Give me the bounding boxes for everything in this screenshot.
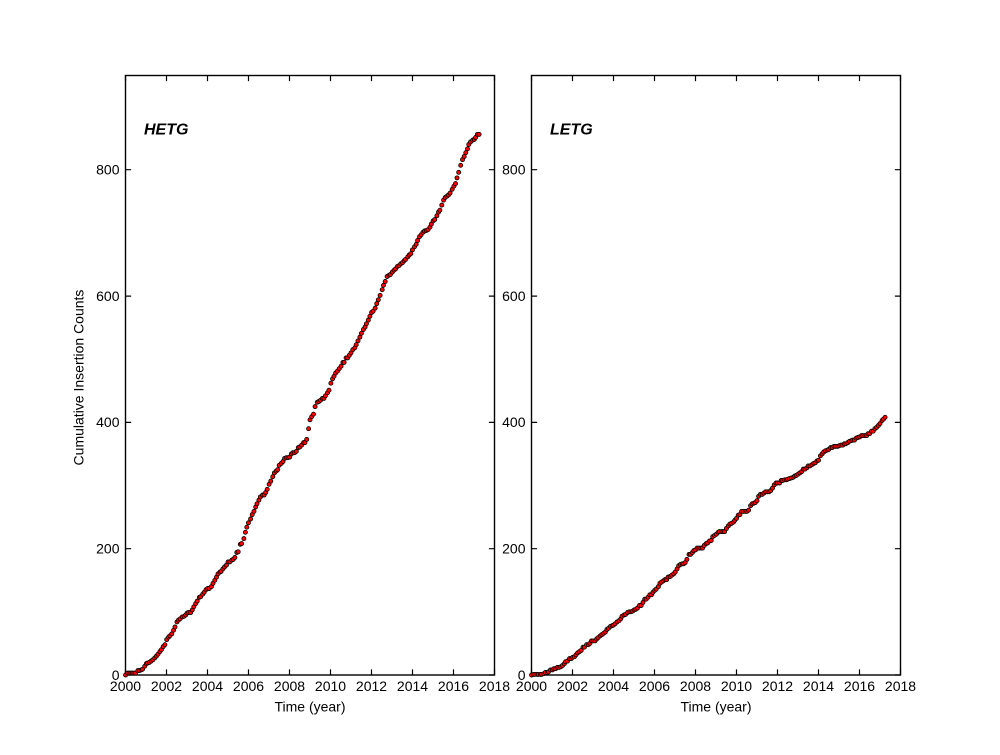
- svg-text:2012: 2012: [762, 678, 793, 694]
- svg-text:600: 600: [96, 288, 120, 304]
- svg-text:2018: 2018: [479, 678, 510, 694]
- svg-text:2006: 2006: [233, 678, 264, 694]
- svg-text:200: 200: [96, 541, 120, 557]
- svg-text:LETG: LETG: [550, 122, 593, 139]
- svg-text:600: 600: [502, 288, 526, 304]
- svg-text:Time (year): Time (year): [680, 699, 751, 715]
- svg-text:0: 0: [112, 667, 120, 683]
- svg-text:2008: 2008: [274, 678, 305, 694]
- svg-text:Cumulative Insertion Counts: Cumulative Insertion Counts: [71, 290, 87, 466]
- svg-text:2000: 2000: [110, 678, 141, 694]
- svg-text:2016: 2016: [844, 678, 875, 694]
- svg-text:2014: 2014: [803, 678, 834, 694]
- svg-text:2002: 2002: [151, 678, 182, 694]
- svg-text:800: 800: [96, 162, 120, 178]
- svg-text:200: 200: [502, 541, 526, 557]
- svg-text:0: 0: [518, 667, 526, 683]
- svg-text:2004: 2004: [192, 678, 223, 694]
- svg-text:2014: 2014: [397, 678, 428, 694]
- svg-text:2010: 2010: [721, 678, 752, 694]
- svg-text:2018: 2018: [885, 678, 916, 694]
- svg-text:2000: 2000: [516, 678, 547, 694]
- svg-text:HETG: HETG: [144, 122, 188, 139]
- svg-text:400: 400: [502, 414, 526, 430]
- svg-text:Time (year): Time (year): [274, 699, 345, 715]
- svg-text:2010: 2010: [315, 678, 346, 694]
- svg-text:2004: 2004: [598, 678, 629, 694]
- svg-text:400: 400: [96, 414, 120, 430]
- svg-text:2006: 2006: [639, 678, 670, 694]
- svg-text:2002: 2002: [557, 678, 588, 694]
- svg-text:2012: 2012: [356, 678, 387, 694]
- svg-text:2016: 2016: [438, 678, 469, 694]
- svg-text:2008: 2008: [680, 678, 711, 694]
- svg-text:800: 800: [502, 162, 526, 178]
